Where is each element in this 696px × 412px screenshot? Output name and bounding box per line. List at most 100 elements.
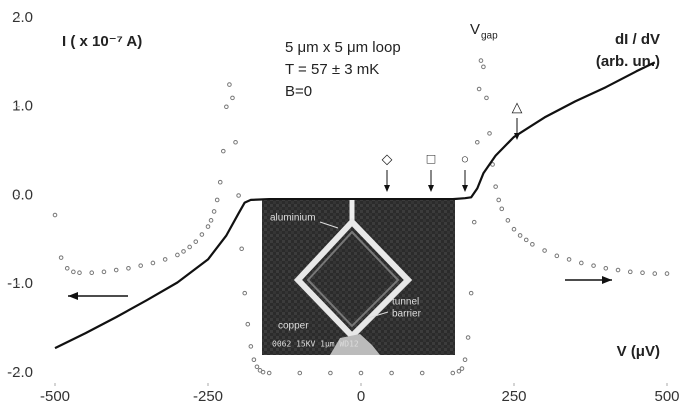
data-point xyxy=(477,87,481,91)
data-point xyxy=(390,371,394,375)
data-point xyxy=(531,243,535,247)
y-tick-label: -1.0 xyxy=(7,275,33,292)
data-point xyxy=(176,253,180,257)
data-point xyxy=(200,233,204,237)
data-point xyxy=(641,271,645,275)
data-point xyxy=(182,250,186,254)
data-point xyxy=(472,220,476,224)
annotation: B=0 xyxy=(285,83,312,100)
marker-symbol: □ xyxy=(427,151,436,167)
data-point xyxy=(524,238,528,242)
data-point xyxy=(231,96,235,100)
data-point xyxy=(194,240,198,244)
data-point xyxy=(653,272,657,276)
annotation: 5 μm x 5 μm loop xyxy=(285,39,401,56)
x-tick-label: 250 xyxy=(501,388,526,405)
data-point xyxy=(665,272,669,276)
y-tick-label: 0.0 xyxy=(12,186,33,203)
data-point xyxy=(267,371,271,375)
inset-label: barrier xyxy=(392,309,422,320)
data-point xyxy=(228,83,232,87)
data-point xyxy=(604,266,608,270)
data-point xyxy=(485,96,489,100)
marker-arrow-head xyxy=(384,185,390,192)
data-point xyxy=(592,264,596,268)
data-point xyxy=(127,266,131,270)
data-point xyxy=(469,291,473,295)
data-point xyxy=(225,105,229,109)
annotation: gap xyxy=(481,31,498,42)
y-axis-label: I ( x 10⁻⁷ A) xyxy=(62,33,142,50)
data-point xyxy=(243,291,247,295)
data-point xyxy=(555,254,559,258)
data-point xyxy=(151,261,155,265)
data-point xyxy=(518,234,522,238)
chart: I ( x 10⁻⁷ A) dI / dV (arb. un.) V (μV) … xyxy=(0,0,696,412)
data-point xyxy=(240,247,244,251)
data-point xyxy=(475,140,479,144)
data-point xyxy=(506,219,510,223)
data-point xyxy=(114,268,118,272)
data-point xyxy=(497,198,501,202)
x-axis-label: V (μV) xyxy=(617,343,660,360)
data-point xyxy=(215,198,219,202)
data-point xyxy=(53,213,57,217)
data-point xyxy=(139,264,143,268)
marker-arrow-head xyxy=(462,185,468,192)
x-tick-label: -500 xyxy=(40,388,70,405)
data-point xyxy=(218,180,222,184)
data-point xyxy=(252,358,256,362)
data-point xyxy=(261,370,265,374)
data-point xyxy=(359,371,363,375)
data-point xyxy=(234,140,238,144)
data-point xyxy=(188,245,192,249)
data-point xyxy=(543,249,547,253)
data-point xyxy=(616,268,620,272)
x-tick-label: -250 xyxy=(193,388,223,405)
x-tick-label: 0 xyxy=(357,388,365,405)
marker-symbol: ○ xyxy=(461,151,469,167)
data-point xyxy=(78,271,82,275)
data-point xyxy=(212,210,216,214)
data-point xyxy=(460,367,464,371)
y2-axis-label: dI / dV xyxy=(615,31,660,48)
y2-axis-label: (arb. un.) xyxy=(596,53,660,70)
inset-label: tunnel xyxy=(392,297,419,308)
data-point xyxy=(512,227,516,231)
data-point xyxy=(479,59,483,63)
data-point xyxy=(255,365,259,369)
data-point xyxy=(463,358,467,362)
data-point xyxy=(567,258,571,262)
data-point xyxy=(420,371,424,375)
data-point xyxy=(488,132,492,136)
marker-group: ◇ □ ○ △ xyxy=(382,99,523,192)
annotation: T = 57 ± 3 mK xyxy=(285,61,379,78)
data-point xyxy=(59,256,63,260)
inset-image: aluminium tunnel barrier copper 0062 15K… xyxy=(262,200,455,355)
data-point xyxy=(628,270,632,274)
data-point xyxy=(102,270,106,274)
marker-symbol: ◇ xyxy=(382,151,393,167)
data-point xyxy=(451,371,455,375)
data-point xyxy=(246,322,250,326)
annotation: V xyxy=(470,21,480,38)
y-tick-label: 1.0 xyxy=(12,98,33,115)
data-point xyxy=(500,207,504,211)
data-point xyxy=(209,219,213,223)
x-tick-label: 500 xyxy=(654,388,679,405)
inset-label: 0062 15KV 1μm WD12 xyxy=(272,340,359,349)
data-point xyxy=(482,65,486,69)
data-point xyxy=(249,345,253,349)
y-tick-label: -2.0 xyxy=(7,364,33,381)
marker-symbol: △ xyxy=(512,99,523,115)
data-point xyxy=(237,194,241,198)
marker-arrow-head xyxy=(428,185,434,192)
data-point xyxy=(206,225,210,229)
data-point xyxy=(298,371,302,375)
data-point xyxy=(222,149,226,153)
y-tick-label: 2.0 xyxy=(12,9,33,26)
data-point xyxy=(90,271,94,275)
arrow-head xyxy=(602,276,612,284)
inset-label: copper xyxy=(278,321,309,332)
data-point xyxy=(72,270,76,274)
